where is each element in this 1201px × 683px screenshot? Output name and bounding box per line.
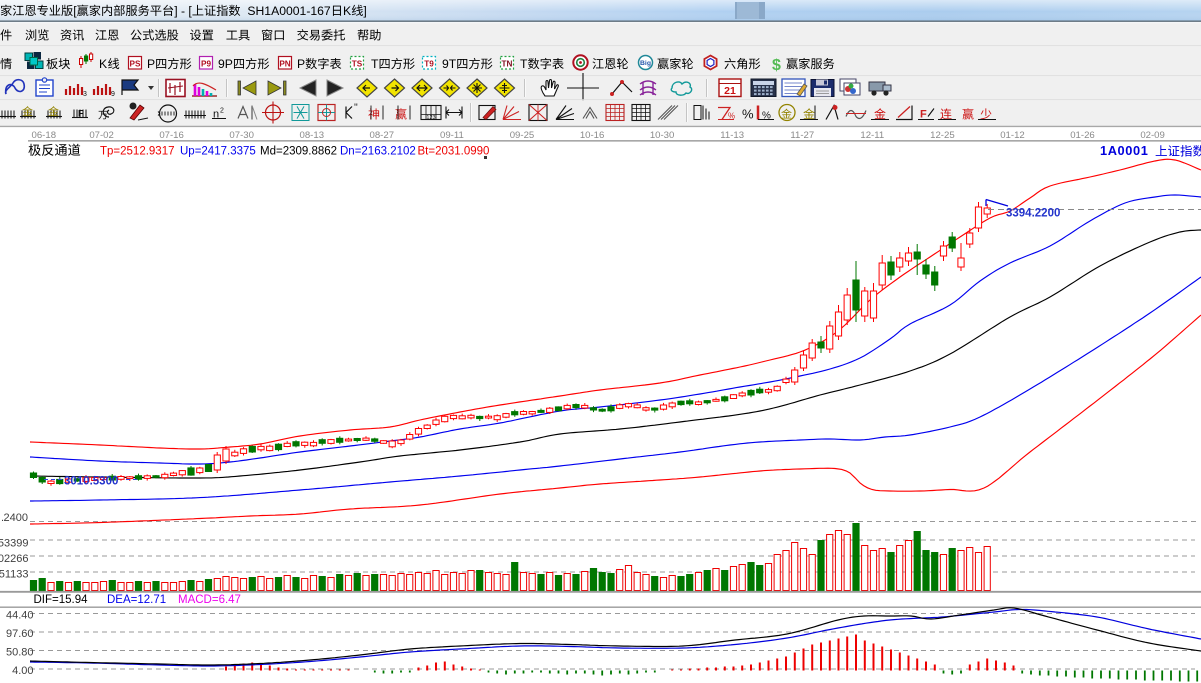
svg-text:10-16: 10-16 [580, 130, 605, 141]
svg-text:3010.5300: 3010.5300 [64, 476, 118, 488]
svg-text:Md=2309.8862: Md=2309.8862 [260, 146, 337, 158]
svg-text:123: 123 [426, 115, 435, 121]
svg-text:SH1A0001-167: SH1A0001-167 [241, 4, 331, 18]
svg-text:12-11: 12-11 [860, 130, 884, 141]
svg-text:P: P [297, 57, 305, 71]
svg-text:06-18: 06-18 [32, 130, 57, 141]
svg-text:07-02: 07-02 [89, 130, 114, 141]
svg-text:DIF=15.94: DIF=15.94 [34, 594, 89, 606]
svg-text:02-09: 02-09 [1140, 130, 1165, 141]
svg-text:K: K [99, 57, 107, 71]
svg-text:n: n [213, 109, 219, 121]
svg-text:2: 2 [220, 108, 224, 115]
svg-text:Bt=2031.0990: Bt=2031.0990 [418, 146, 490, 158]
svg-text:MACD=6.47: MACD=6.47 [178, 594, 241, 606]
svg-text:%: % [742, 107, 754, 122]
svg-text:08-13: 08-13 [300, 130, 325, 141]
svg-text:53399: 53399 [0, 538, 29, 550]
svg-text:Dn=2163.2102: Dn=2163.2102 [340, 146, 416, 158]
svg-text:2400: 2400 [4, 512, 28, 524]
svg-text:11-27: 11-27 [790, 130, 814, 141]
svg-text:9P: 9P [218, 57, 233, 71]
svg-text:T9: T9 [424, 59, 434, 68]
svg-text:]: ] [363, 4, 366, 18]
svg-text:[: [ [73, 4, 77, 18]
svg-text:44.40: 44.40 [6, 610, 34, 622]
svg-text:T: T [371, 57, 379, 71]
svg-text:12-25: 12-25 [930, 130, 955, 141]
svg-text:09-11: 09-11 [440, 130, 464, 141]
svg-text:01-26: 01-26 [1070, 130, 1095, 141]
svg-text:4.00: 4.00 [12, 665, 33, 677]
svg-text:10-30: 10-30 [650, 130, 675, 141]
svg-text:1A0001: 1A0001 [1100, 143, 1148, 158]
svg-text:97.60: 97.60 [6, 628, 34, 640]
svg-text:Tp=2512.9317: Tp=2512.9317 [100, 146, 175, 158]
svg-text:F: F [78, 109, 84, 119]
svg-text:09-25: 09-25 [510, 130, 535, 141]
svg-text:$: $ [772, 57, 781, 74]
svg-text:9: 9 [111, 91, 115, 98]
svg-text:'': '' [354, 103, 358, 114]
svg-text:P9: P9 [201, 59, 211, 68]
svg-text:50.80: 50.80 [6, 647, 34, 659]
svg-text:02266: 02266 [0, 553, 29, 565]
svg-text:PS: PS [130, 59, 141, 68]
svg-text:11-13: 11-13 [720, 130, 744, 141]
svg-text:Up=2417.3375: Up=2417.3375 [180, 146, 256, 158]
svg-text:51133: 51133 [0, 569, 29, 581]
svg-text:TS: TS [352, 59, 363, 68]
svg-text:Big: Big [640, 60, 651, 67]
svg-text:.: . [1, 512, 4, 524]
svg-text:3394.2200: 3394.2200 [1006, 208, 1060, 220]
svg-text:P: P [147, 57, 155, 71]
svg-text:DEA=12.71: DEA=12.71 [107, 594, 166, 606]
svg-text:3: 3 [83, 91, 87, 98]
svg-text:PN: PN [279, 59, 290, 68]
svg-text:K: K [343, 4, 351, 18]
svg-text:07-16: 07-16 [159, 130, 184, 141]
svg-text:07-30: 07-30 [229, 130, 254, 141]
svg-text:%: % [762, 111, 771, 122]
svg-text:21: 21 [724, 85, 736, 97]
svg-text:TN: TN [502, 59, 513, 68]
svg-text:] - [: ] - [ [174, 4, 192, 18]
svg-text:01-12: 01-12 [1000, 130, 1025, 141]
svg-text:T: T [520, 57, 528, 71]
svg-text:F: F [920, 109, 927, 121]
svg-text:%: % [728, 112, 735, 121]
svg-text:9T: 9T [442, 57, 457, 71]
svg-text:08-27: 08-27 [370, 130, 395, 141]
